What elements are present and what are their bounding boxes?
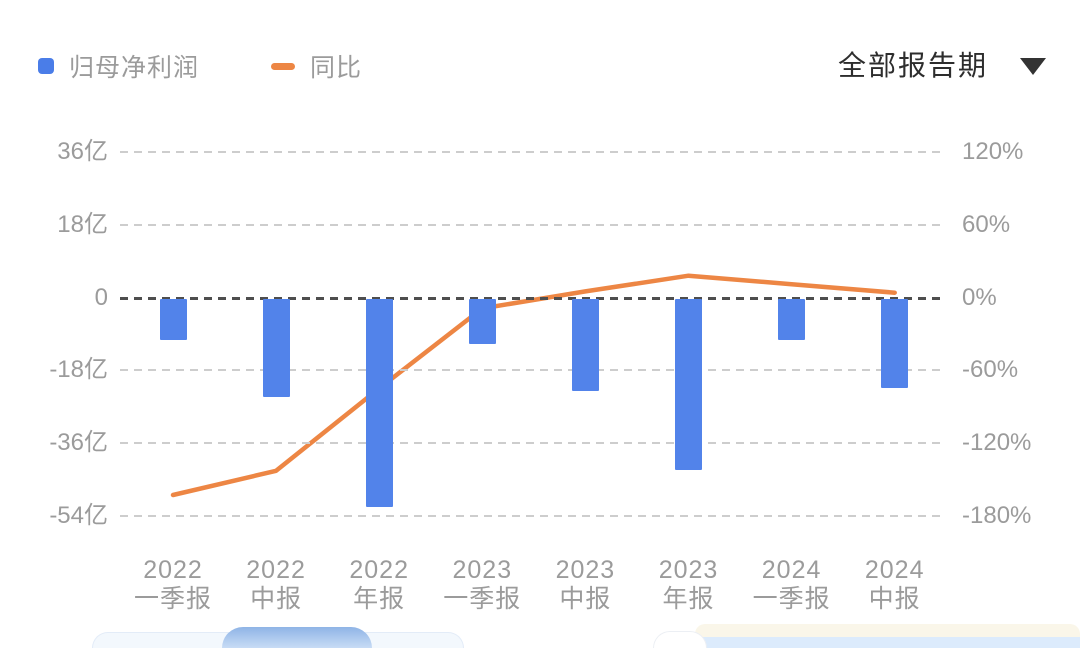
right-axis-tick: -120%: [962, 428, 1032, 456]
right-axis-tick: 60%: [962, 210, 1011, 238]
x-axis-category-label: 2024 一季报: [752, 556, 831, 613]
bottom-peek-band: [695, 624, 1080, 638]
net-profit-bar: [881, 299, 909, 388]
right-axis-tick: -60%: [962, 356, 1019, 384]
caret-down-icon: [1020, 57, 1046, 75]
chart-legend: 归母净利润 同比: [38, 50, 362, 82]
x-axis-category-label: 2023 中报: [555, 556, 616, 613]
left-axis-tick: 18亿: [57, 210, 108, 238]
gridline: [120, 441, 942, 444]
gridline: [120, 151, 942, 154]
left-axis-tick: -36亿: [49, 428, 108, 456]
bottom-card-logo-icon: [222, 627, 372, 648]
x-axis-category-label: 2023 一季报: [443, 556, 522, 613]
left-axis-tick: 36亿: [57, 138, 108, 166]
zero-gridline: [120, 296, 942, 300]
net-profit-bar: [159, 299, 187, 340]
x-axis-category-label: 2024 中报: [864, 556, 925, 613]
report-period-label: 全部报告期: [837, 50, 988, 81]
net-profit-bar: [778, 299, 806, 340]
net-profit-bar: [675, 299, 702, 470]
x-axis-category-label: 2023 年报: [658, 556, 719, 613]
left-axis-tick: -18亿: [49, 356, 108, 384]
gridline: [120, 514, 942, 517]
bar-series-square-icon: [38, 58, 54, 74]
left-axis-tick: 0: [94, 283, 108, 311]
net-profit-bar: [365, 299, 393, 507]
bottom-toggle-knob[interactable]: [653, 631, 707, 648]
report-period-dropdown[interactable]: 全部报告期: [838, 44, 1046, 84]
line-series-label: 同比: [310, 54, 363, 82]
net-profit-bar: [262, 299, 290, 397]
x-axis-category-label: 2022 一季报: [133, 556, 212, 613]
right-axis-tick: -180%: [962, 501, 1032, 529]
net-profit-bar: [571, 299, 599, 391]
right-axis-tick: 0%: [962, 283, 997, 311]
x-axis-category-label: 2022 中报: [246, 556, 306, 613]
gridline: [120, 369, 942, 372]
bottom-toolbar-peek[interactable]: [660, 637, 1080, 648]
right-axis-tick: 120%: [962, 138, 1024, 166]
bar-series-label: 归母净利润: [69, 54, 200, 82]
left-axis-tick: -54亿: [49, 501, 108, 529]
net-profit-bar: [468, 299, 496, 344]
gridline: [120, 223, 942, 226]
x-axis-category-label: 2022 年报: [349, 556, 409, 613]
line-series-dash-icon: [271, 62, 296, 70]
